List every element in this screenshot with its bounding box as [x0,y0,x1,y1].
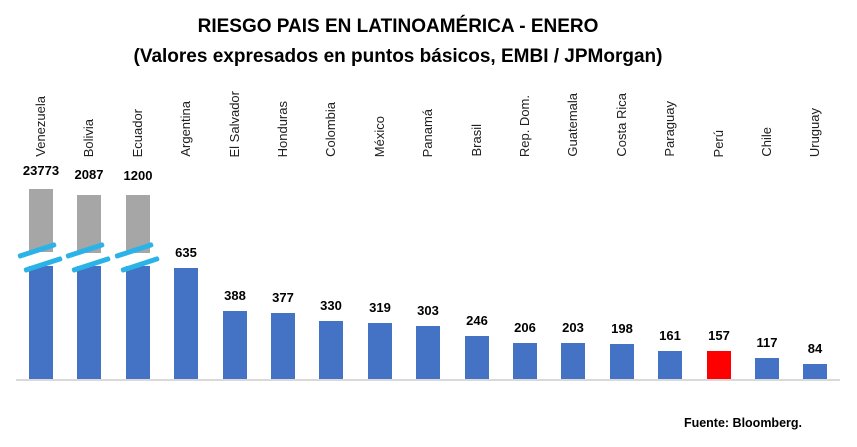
bar-segment-lower [77,266,101,379]
category-label-uruguay: Uruguay [807,107,822,157]
bar-el-salvador [223,311,247,379]
chart-header: RIESGO PAIS EN LATINOAMÉRICA - ENERO (Va… [0,12,796,72]
bar-guatemala [561,343,585,379]
category-label-panama: Panamá [420,108,435,157]
category-label-chile: Chile [759,127,774,157]
value-label-bolivia: 2087 [74,167,104,182]
bar-segment-lower [29,266,53,379]
bar-ecuador [114,189,160,379]
category-label-rep-dom: Rep. Dom. [517,94,532,157]
bar-segment-lower [126,266,150,379]
bar-paraguay [658,351,682,379]
source-label: Fuente: Bloomberg. [683,416,802,430]
value-label-guatemala: 203 [562,320,584,335]
value-label-el-salvador: 388 [224,288,246,303]
category-label-paraguay: Paraguay [662,101,677,157]
category-label-mexico: México [372,115,387,157]
value-label-uruguay: 84 [807,341,823,356]
category-label-ecuador: Ecuador [130,108,145,157]
value-label-argentina: 635 [175,245,197,260]
bar-chile [755,358,779,379]
category-label-honduras: Honduras [275,100,290,157]
value-label-colombia: 330 [320,298,342,313]
bar-venezuela [17,189,63,379]
bar-honduras [271,313,295,379]
value-label-panama: 303 [417,303,439,318]
category-label-bolivia: Bolivia [81,118,96,157]
chart-subtitle: (Valores expresados en puntos básicos, E… [133,46,663,67]
bar-colombia [319,321,343,379]
value-label-honduras: 377 [272,290,294,305]
category-label-brasil: Brasil [469,124,484,157]
category-label-el-salvador: El Salvador [227,90,242,157]
category-label-peru: Perú [711,129,726,157]
category-label-venezuela: Venezuela [33,96,48,157]
category-label-costa-rica: Costa Rica [614,93,629,157]
bar-uruguay [803,364,827,379]
bar-mexico [368,323,392,379]
value-label-rep-dom: 206 [514,320,536,335]
bar-costa-rica [610,344,634,379]
value-label-peru: 157 [708,328,730,343]
bar-segment-truncated-top [29,189,53,252]
bar-peru [707,351,731,379]
value-label-chile: 117 [756,335,778,350]
category-label-colombia: Colombia [323,102,338,157]
value-label-mexico: 319 [369,300,391,315]
value-label-costa-rica: 198 [611,321,633,336]
category-label-argentina: Argentina [178,101,193,157]
value-label-paraguay: 161 [659,328,681,343]
value-label-ecuador: 1200 [123,168,153,183]
bar-rep-dom [513,343,537,379]
bar-panama [416,326,440,379]
category-label-guatemala: Guatemala [565,93,580,157]
bar-brasil [465,336,489,379]
bar-bolivia [65,189,111,379]
value-label-venezuela: 23773 [22,163,60,178]
chart-title: RIESGO PAIS EN LATINOAMÉRICA - ENERO [197,16,599,37]
value-label-brasil: 246 [466,313,488,328]
bar-argentina [174,268,198,379]
x-axis-line [16,379,840,381]
